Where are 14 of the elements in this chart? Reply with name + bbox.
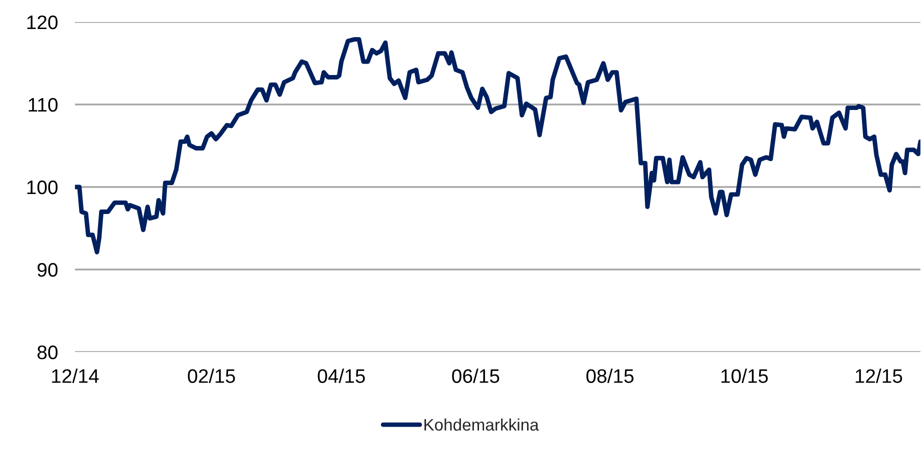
x-tick-label: 12/14 — [52, 368, 99, 383]
x-tick-label: 06/15 — [452, 368, 500, 383]
legend-label: Kohdemarkkina — [424, 418, 539, 431]
y-tick-label: 80 — [38, 345, 58, 360]
y-tick-label: 120 — [27, 15, 58, 30]
line-series — [74, 37, 920, 254]
x-tick-label: 08/15 — [586, 368, 634, 383]
y-tick-label: 90 — [38, 262, 58, 277]
x-tick-label: 10/15 — [721, 368, 768, 383]
x-tick-label: 02/15 — [188, 368, 235, 383]
x-tick-label: 12/15 — [856, 368, 902, 383]
x-tick-label: 04/15 — [318, 368, 365, 383]
y-tick-label: 100 — [27, 180, 58, 194]
y-tick-label: 110 — [28, 98, 58, 112]
